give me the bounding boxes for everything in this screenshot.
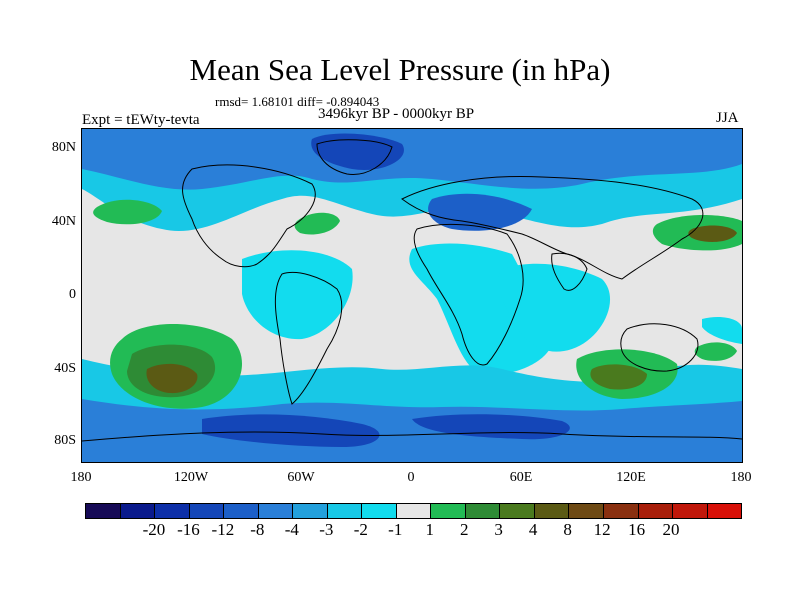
colorbar-tick-label: 8: [563, 520, 572, 539]
colorbar-swatch: [120, 504, 156, 518]
colorbar-tick-label: 16: [628, 520, 646, 539]
colorbar-tick-label: -3: [319, 520, 334, 539]
north-africa-low: [428, 193, 532, 231]
equatorial-blue-east: [702, 317, 742, 344]
lon-label-180-east: 180: [730, 470, 752, 485]
coastline-eurasia: [401, 176, 704, 280]
season-label: JJA: [716, 110, 739, 126]
colorbar-swatch: [673, 504, 708, 518]
colorbar-tick-label: 3: [494, 520, 503, 539]
east-pacific-band: [242, 250, 353, 340]
stats-text: rmsd= 1.68101 diff= -0.894043: [215, 94, 380, 109]
pressure-map: [82, 129, 742, 462]
coastline-africa: [413, 223, 524, 366]
lon-label-180-west: 180: [70, 470, 92, 485]
north-pacific-high-core: [688, 225, 737, 242]
colorbar-swatch: [258, 504, 294, 518]
north-pacific-high-east: [93, 199, 162, 225]
coastline-antarctica: [82, 431, 742, 442]
coastline-south-america: [274, 272, 343, 405]
lon-label-60w: 60W: [287, 470, 315, 485]
lat-label-80s: 80S: [54, 433, 76, 448]
colorbar-swatch: [86, 504, 121, 518]
colorbar-tick-label: 20: [662, 520, 680, 539]
colorbar-tick-label: -2: [353, 520, 368, 539]
experiment-label: Expt = tEWty-tevta: [82, 112, 200, 128]
atlantic-high-small: [294, 212, 340, 235]
colorbar-tick-label: -12: [211, 520, 235, 539]
coastline-australia: [620, 323, 699, 372]
lat-label-40n: 40N: [51, 214, 76, 229]
period-label: 3496kyr BP - 0000kyr BP: [318, 106, 475, 122]
colorbar-tick-label: 4: [528, 520, 538, 539]
antarctic-deep-low: [202, 414, 380, 447]
colorbar-swatch: [569, 504, 604, 518]
plot-title: Mean Sea Level Pressure (in hPa): [189, 52, 611, 87]
coastline-greenland: [316, 139, 393, 175]
north-negative-core: [82, 129, 742, 190]
colorbar-swatch: [362, 504, 397, 518]
lon-label-120w: 120W: [173, 470, 209, 485]
colorbar-tick-label: 12: [593, 520, 611, 539]
colorbar-tick-label: -4: [284, 520, 299, 539]
colorbar-swatch: [500, 504, 535, 518]
colorbar-tick-label: 1: [425, 520, 434, 539]
colorbar-tick-label: 2: [459, 520, 469, 539]
lon-label-0: 0: [407, 470, 415, 485]
colorbar-swatch: [396, 504, 432, 518]
colorbar-swatch: [431, 504, 466, 518]
coastlines: [82, 139, 742, 442]
lat-label-0: 0: [69, 287, 76, 302]
coastline-india: [551, 252, 588, 291]
colorbar-swatch: [224, 504, 259, 518]
colorbar-swatch: [465, 504, 501, 518]
colorbar-swatch: [327, 504, 363, 518]
colorbar-tick-label: -16: [177, 520, 200, 539]
map-panel: [81, 128, 743, 463]
colorbar-swatch: [707, 504, 742, 518]
colorbar-swatch: [638, 504, 674, 518]
colorbar-swatch: [293, 504, 328, 518]
colorbar-swatch: [155, 504, 190, 518]
indian-ocean-band: [497, 263, 611, 352]
colorbar-tick-label: -1: [388, 520, 403, 539]
colorbar-tick-label: -20: [142, 520, 166, 539]
colorbar-swatch: [534, 504, 570, 518]
coastline-north-america: [182, 164, 316, 268]
lon-label-120e: 120E: [616, 470, 646, 485]
colorbar-tick-label: -8: [250, 520, 265, 539]
colorbar-swatch: [603, 504, 639, 518]
lon-label-60e: 60E: [509, 470, 533, 485]
colorbar: [85, 503, 742, 519]
colorbar-swatch: [189, 504, 225, 518]
lat-label-40s: 40S: [54, 361, 76, 376]
australia-east-high: [694, 342, 737, 361]
south-indian-high-core: [590, 364, 647, 390]
south-pacific-high-core: [146, 363, 198, 394]
lat-label-80n: 80N: [51, 140, 76, 155]
